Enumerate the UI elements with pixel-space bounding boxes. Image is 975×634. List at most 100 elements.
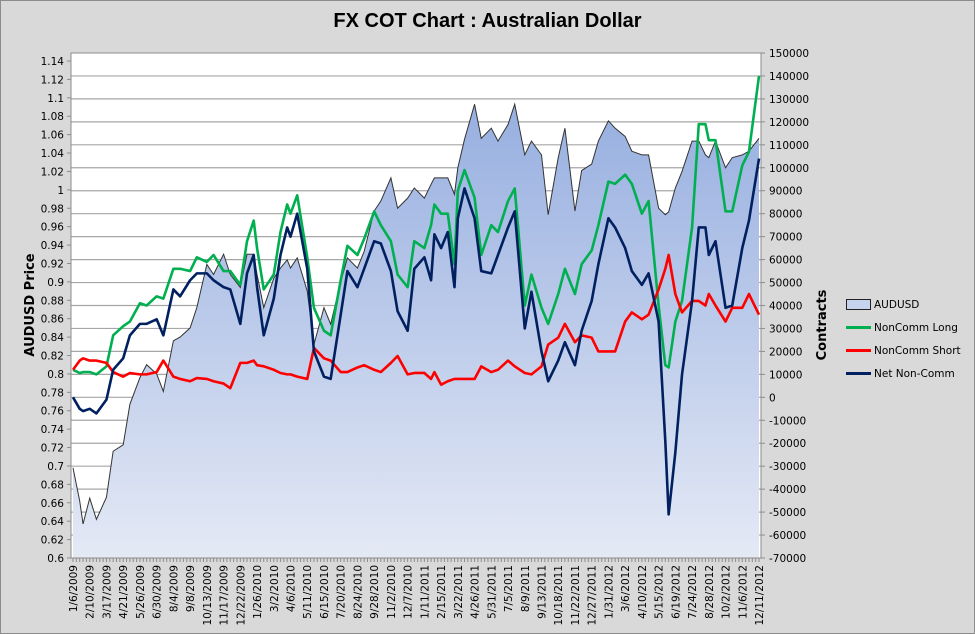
left-tick-label: 0.7 bbox=[47, 461, 64, 473]
x-tick-label: 7/5/2011 bbox=[503, 565, 515, 612]
right-tick-label: 10000 bbox=[769, 369, 802, 381]
x-tick-label: 6/15/2010 bbox=[319, 565, 331, 619]
x-tick-label: 4/26/2011 bbox=[470, 565, 482, 619]
x-tick-label: 1/31/2012 bbox=[603, 565, 615, 619]
net-non-comm-line bbox=[71, 158, 761, 516]
x-tick-label: 1/6/2009 bbox=[68, 565, 80, 612]
legend-swatch-noncomm-long bbox=[846, 326, 871, 329]
x-tick-label: 4/6/2010 bbox=[286, 565, 298, 612]
x-tick-label: 10/2/2012 bbox=[721, 565, 733, 619]
right-tick-label: -50000 bbox=[769, 507, 806, 519]
right-tick-label: 80000 bbox=[769, 209, 802, 221]
left-tick-label: 0.74 bbox=[41, 424, 65, 436]
audusd-area bbox=[73, 104, 759, 558]
x-tick-label: 3/22/2011 bbox=[453, 565, 465, 619]
x-tick-label: 7/20/2010 bbox=[336, 565, 348, 619]
right-tick-label: -60000 bbox=[769, 530, 806, 542]
right-tick-label: 0 bbox=[769, 392, 776, 404]
left-tick-label: 0.96 bbox=[41, 222, 65, 234]
left-tick-label: 0.98 bbox=[41, 203, 64, 215]
left-tick-label: 1.02 bbox=[41, 166, 64, 178]
x-tick-label: 1/11/2011 bbox=[419, 565, 431, 619]
left-tick-label: 0.78 bbox=[41, 387, 64, 399]
right-tick-label: -40000 bbox=[769, 484, 806, 496]
legend-item-net-non-comm: Net Non-Comm bbox=[846, 362, 961, 385]
left-tick-label: 1.06 bbox=[41, 130, 65, 142]
right-tick-label: -20000 bbox=[769, 438, 806, 450]
x-tick-label: 12/27/2011 bbox=[587, 565, 599, 626]
x-tick-label: 11/6/2012 bbox=[737, 565, 749, 619]
right-tick-label: 100000 bbox=[769, 163, 809, 175]
left-tick-label: 0.94 bbox=[41, 240, 65, 252]
noncomm-short-line bbox=[71, 253, 761, 390]
legend-item-noncomm-short: NonComm Short bbox=[846, 339, 961, 362]
left-tick-label: 0.66 bbox=[41, 498, 65, 510]
left-tick-label: 0.68 bbox=[41, 479, 64, 491]
x-tick-label: 3/17/2009 bbox=[101, 565, 113, 619]
left-tick-label: 0.92 bbox=[41, 258, 64, 270]
right-tick-label: 20000 bbox=[769, 346, 802, 358]
right-tick-label: 30000 bbox=[769, 323, 802, 335]
x-tick-label: 2/15/2011 bbox=[436, 565, 448, 619]
left-tick-label: 0.62 bbox=[41, 535, 64, 547]
left-tick-label: 1 bbox=[57, 185, 64, 197]
x-tick-label: 4/10/2012 bbox=[637, 565, 649, 619]
legend-label: Net Non-Comm bbox=[874, 367, 955, 380]
x-tick-label: 3/6/2012 bbox=[620, 565, 632, 612]
x-tick-label: 11/2/2010 bbox=[386, 565, 398, 619]
legend-swatch-net-non-comm bbox=[846, 372, 871, 375]
legend-label: NonComm Long bbox=[874, 321, 958, 334]
audusd-line bbox=[72, 102, 760, 525]
x-tick-label: 12/11/2012 bbox=[754, 565, 766, 626]
left-axis-title: AUDUSD Price bbox=[23, 253, 38, 356]
right-axis-title: Contracts bbox=[815, 289, 830, 360]
left-tick-label: 0.8 bbox=[47, 369, 64, 381]
x-tick-label: 9/28/2010 bbox=[369, 565, 381, 619]
right-tick-label: 40000 bbox=[769, 301, 802, 313]
left-tick-label: 0.88 bbox=[41, 295, 64, 307]
left-tick-label: 0.82 bbox=[41, 351, 64, 363]
right-tick-label: -30000 bbox=[769, 461, 806, 473]
x-tick-label: 8/24/2010 bbox=[352, 565, 364, 619]
x-tick-label: 7/24/2012 bbox=[687, 565, 699, 619]
right-tick-label: 110000 bbox=[769, 140, 809, 152]
x-tick-label: 1/26/2010 bbox=[252, 565, 264, 619]
x-tick-label: 11/17/2009 bbox=[219, 565, 231, 626]
x-tick-label: 8/28/2012 bbox=[704, 565, 716, 619]
x-tick-label: 5/26/2009 bbox=[135, 565, 147, 619]
left-tick-label: 0.9 bbox=[47, 277, 64, 289]
right-tick-label: -70000 bbox=[769, 553, 806, 565]
right-tick-label: 60000 bbox=[769, 255, 802, 267]
right-tick-label: 90000 bbox=[769, 186, 802, 198]
legend-item-audusd: AUDUSD bbox=[846, 293, 961, 316]
left-tick-label: 0.86 bbox=[41, 314, 65, 326]
left-tick-label: 0.64 bbox=[41, 516, 65, 528]
legend-swatch-noncomm-short bbox=[846, 349, 871, 352]
left-tick-label: 0.72 bbox=[41, 443, 64, 455]
x-tick-label: 6/19/2012 bbox=[670, 565, 682, 619]
x-tick-label: 5/15/2012 bbox=[654, 565, 666, 619]
x-tick-label: 10/18/2011 bbox=[553, 565, 565, 626]
legend-label: NonComm Short bbox=[874, 344, 961, 357]
left-tick-label: 1.14 bbox=[41, 56, 65, 68]
right-tick-label: 50000 bbox=[769, 278, 802, 290]
x-tick-label: 10/13/2009 bbox=[202, 565, 214, 626]
left-tick-label: 1.04 bbox=[41, 148, 65, 160]
x-tick-label: 5/31/2011 bbox=[486, 565, 498, 619]
left-tick-label: 1.08 bbox=[41, 111, 64, 123]
x-tick-label: 6/30/2009 bbox=[152, 565, 164, 619]
x-tick-label: 9/13/2011 bbox=[536, 565, 548, 619]
left-tick-label: 1.1 bbox=[47, 93, 64, 105]
x-tick-label: 8/9/2011 bbox=[520, 565, 532, 612]
x-tick-label: 2/10/2009 bbox=[85, 565, 97, 619]
legend-swatch-audusd bbox=[846, 299, 871, 310]
right-tick-label: 70000 bbox=[769, 232, 802, 244]
left-tick-label: 1.12 bbox=[41, 74, 64, 86]
x-tick-label: 8/4/2009 bbox=[168, 565, 180, 612]
left-tick-label: 0.84 bbox=[41, 332, 65, 344]
right-tick-label: 130000 bbox=[769, 94, 809, 106]
right-tick-label: -10000 bbox=[769, 415, 806, 427]
legend-label: AUDUSD bbox=[874, 298, 920, 311]
x-tick-label: 11/22/2011 bbox=[570, 565, 582, 626]
x-tick-label: 12/7/2010 bbox=[403, 565, 415, 619]
